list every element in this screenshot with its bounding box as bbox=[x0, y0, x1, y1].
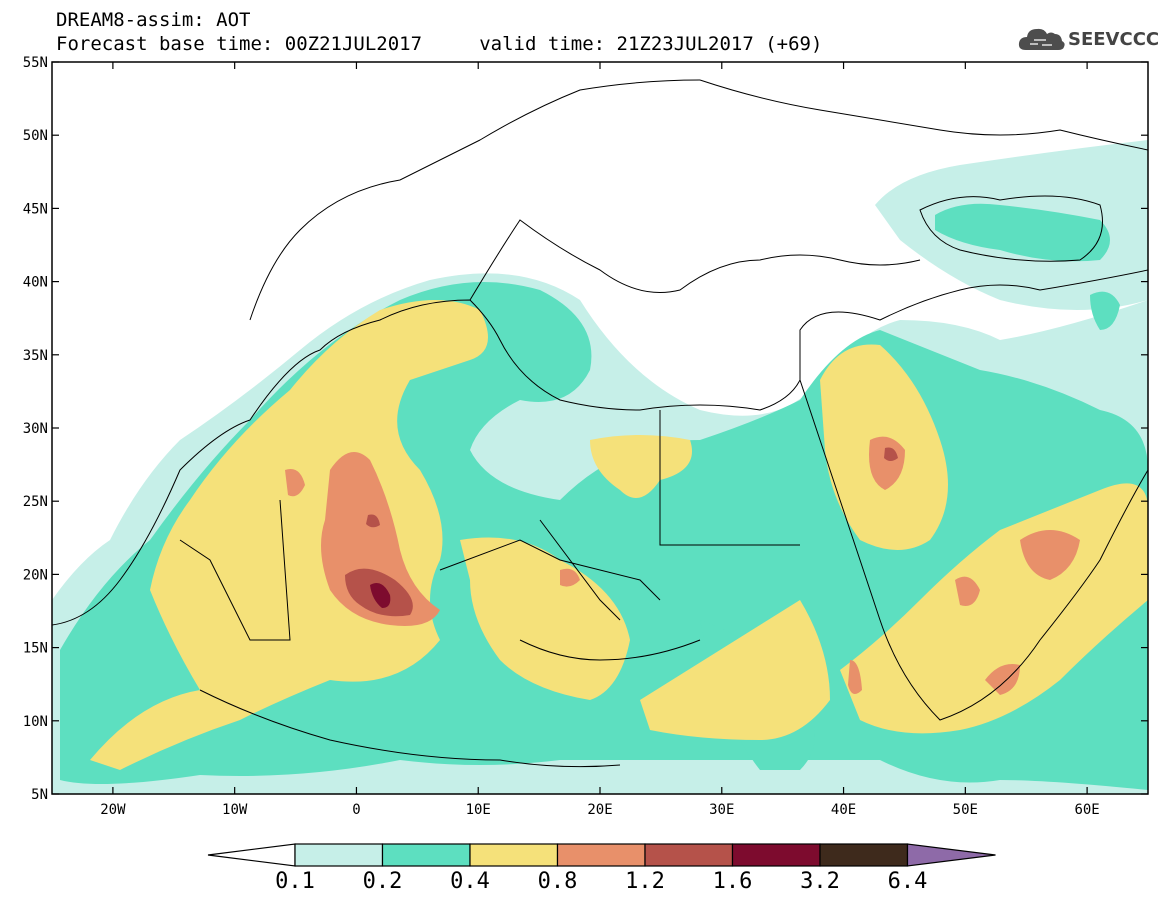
lon-tick-label: 0 bbox=[352, 802, 360, 818]
colorbar-label: 0.1 bbox=[275, 869, 315, 894]
longitude-axis: 20W 10W 0 10E 20E 30E 40E 50E 60E bbox=[100, 62, 1100, 818]
colorbar-segment bbox=[469, 843, 559, 867]
lon-tick-label: 10W bbox=[222, 802, 248, 818]
lon-tick-label: 50E bbox=[953, 802, 978, 818]
colorbar-segment bbox=[556, 843, 646, 867]
coastlines bbox=[52, 79, 1148, 768]
lat-tick-label: 5N bbox=[31, 787, 48, 803]
lon-tick-label: 10E bbox=[466, 802, 491, 818]
colorbar-segment bbox=[819, 843, 909, 867]
colorbar-segment bbox=[644, 843, 734, 867]
lon-tick-label: 40E bbox=[831, 802, 856, 818]
colorbar-label: 0.8 bbox=[538, 869, 578, 894]
lat-tick-label: 30N bbox=[23, 421, 48, 437]
lon-tick-label: 20W bbox=[100, 802, 126, 818]
lat-tick-label: 20N bbox=[23, 567, 48, 583]
logo-text: SEEVCCC bbox=[1068, 29, 1160, 50]
colorbar-label: 3.2 bbox=[800, 869, 840, 894]
colorbar-label: 1.2 bbox=[625, 869, 665, 894]
aot-contour-1.6 bbox=[370, 582, 391, 608]
aot-contour-0.8 bbox=[285, 436, 1080, 695]
colorbar-segment bbox=[731, 843, 821, 867]
lon-tick-label: 20E bbox=[587, 802, 612, 818]
lat-tick-label: 50N bbox=[23, 128, 48, 144]
colorbar-label: 0.2 bbox=[363, 869, 403, 894]
colorbar-label: 0.4 bbox=[450, 869, 490, 894]
lon-tick-label: 60E bbox=[1074, 802, 1099, 818]
latitude-axis: 55N 50N 45N 40N 35N 30N 25N 20N 15N 10N 5N bbox=[23, 55, 1148, 803]
seevccc-logo: SEEVCCC bbox=[1018, 24, 1160, 54]
lat-tick-label: 35N bbox=[23, 348, 48, 364]
forecast-time-line: Forecast base time: 00Z21JUL2017 valid t… bbox=[56, 33, 823, 55]
map-title: DREAM8-assim: AOT bbox=[56, 9, 251, 31]
lat-tick-label: 55N bbox=[23, 55, 48, 71]
colorbar-segment bbox=[294, 843, 384, 867]
lat-tick-label: 40N bbox=[23, 275, 48, 291]
lon-tick-label: 30E bbox=[709, 802, 734, 818]
colorbar-segment bbox=[381, 843, 471, 867]
colorbar: 0.1 0.2 0.4 0.8 1.2 1.6 3.2 6.4 bbox=[207, 843, 996, 894]
colorbar-label: 1.6 bbox=[713, 869, 753, 894]
lat-tick-label: 45N bbox=[23, 201, 48, 217]
colorbar-label: 6.4 bbox=[888, 869, 928, 894]
colorbar-over-triangle bbox=[906, 843, 996, 867]
cloud-icon bbox=[1018, 28, 1065, 50]
lat-tick-label: 15N bbox=[23, 641, 48, 657]
colorbar-under-triangle bbox=[207, 843, 296, 867]
lat-tick-label: 10N bbox=[23, 714, 48, 730]
map-area bbox=[52, 62, 1148, 794]
lat-tick-label: 25N bbox=[23, 494, 48, 510]
